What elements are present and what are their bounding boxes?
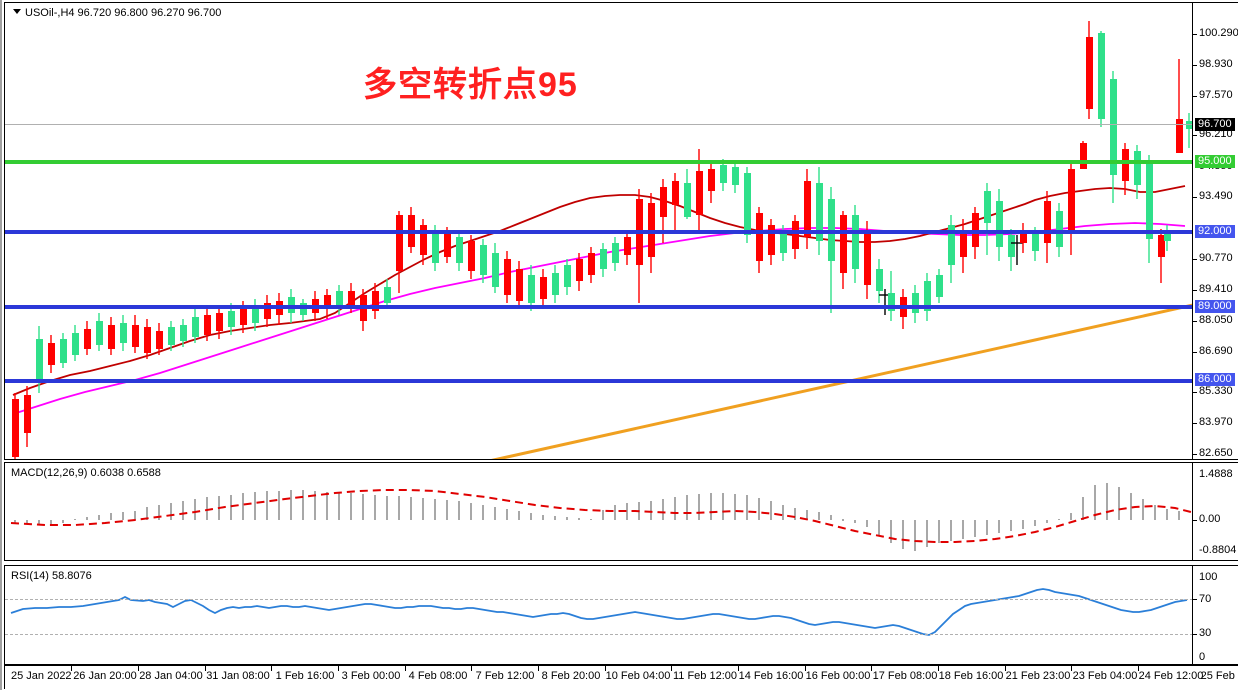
rsi-tick-label: 100 xyxy=(1199,571,1218,583)
rsi-plot-area[interactable] xyxy=(5,566,1193,664)
rsi-tick-label: 70 xyxy=(1199,593,1212,605)
time-tick-label: 16 Feb 00:00 xyxy=(805,670,871,682)
price-tick-label: 93.490 xyxy=(1199,190,1233,202)
price-tick-label: 96.210 xyxy=(1199,128,1233,140)
time-tick-label: 25 Jan 2022 xyxy=(11,670,72,682)
price-tick-label: 88.050 xyxy=(1199,314,1233,326)
macd-tick-label: -0.8804 xyxy=(1199,544,1237,556)
price-chip-95[interactable]: 95.000 xyxy=(1195,155,1235,168)
level-line-95[interactable] xyxy=(5,160,1193,164)
rsi-series xyxy=(10,588,1188,636)
rsi-tick-label: 0 xyxy=(1199,651,1206,663)
rsi-label: RSI(14) 58.8076 xyxy=(11,570,92,582)
price-plot-area[interactable]: 多空转折点95 xyxy=(5,3,1193,459)
macd-label: MACD(12,26,9) 0.6038 0.6588 xyxy=(11,467,161,479)
time-tick-label: 25 Feb 20:00 xyxy=(1200,670,1238,682)
ma-slow-magenta xyxy=(12,222,1186,415)
price-tick-label: 97.570 xyxy=(1199,89,1233,101)
time-tick-label: 7 Feb 12:00 xyxy=(475,670,535,682)
time-tick-label: 1 Feb 16:00 xyxy=(275,670,335,682)
time-tick-label: 31 Jan 08:00 xyxy=(206,670,270,682)
symbol-header[interactable]: USOil-,H4 96.720 96.800 96.270 96.700 xyxy=(13,7,221,19)
time-tick-label: 8 Feb 20:00 xyxy=(541,670,601,682)
macd-tick-label: 1.4888 xyxy=(1199,468,1233,480)
time-tick-label: 10 Feb 04:00 xyxy=(605,670,671,682)
price-tick-label: 98.930 xyxy=(1199,58,1233,70)
time-tick-label: 3 Feb 00:00 xyxy=(341,670,401,682)
time-tick-label: 26 Jan 20:00 xyxy=(73,670,137,682)
price-chip-current[interactable]: 96.700 xyxy=(1195,118,1235,131)
macd-signal-line xyxy=(10,489,1192,543)
time-tick-label: 28 Jan 04:00 xyxy=(139,670,203,682)
price-chart-panel[interactable]: USOil-,H4 96.720 96.800 96.270 96.700 xyxy=(4,2,1238,460)
current-price-line xyxy=(5,124,1193,125)
rsi-panel[interactable]: RSI(14) 58.8076 100 70 30 0 xyxy=(4,565,1238,665)
time-tick-label: 18 Feb 16:00 xyxy=(938,670,1004,682)
macd-plot-area[interactable] xyxy=(5,463,1193,560)
time-axis[interactable]: 25 Jan 2022 26 Jan 20:00 28 Jan 04:00 31… xyxy=(4,665,1238,689)
macd-histogram xyxy=(14,483,1180,551)
time-tick-label: 21 Feb 23:00 xyxy=(1005,670,1071,682)
rsi-guide-30 xyxy=(5,634,1193,635)
price-chip-92[interactable]: 92.000 xyxy=(1195,225,1235,238)
macd-tick-label: 0.00 xyxy=(1199,513,1221,525)
level-line-89[interactable] xyxy=(5,305,1193,309)
macd-series xyxy=(10,483,1192,551)
rsi-tick-label: 30 xyxy=(1199,627,1212,639)
price-tick-label: 82.650 xyxy=(1199,447,1233,459)
level-line-92[interactable] xyxy=(5,230,1193,234)
rsi-line xyxy=(10,588,1188,636)
time-tick-label: 4 Feb 08:00 xyxy=(408,670,468,682)
level-line-86[interactable] xyxy=(5,379,1193,383)
price-tick-label: 100.290 xyxy=(1199,27,1238,39)
time-tick-label: 23 Feb 04:00 xyxy=(1072,670,1138,682)
rsi-guide-70 xyxy=(5,599,1193,600)
macd-axis[interactable]: 1.4888 0.00 -0.8804 xyxy=(1192,463,1238,560)
price-chip-86[interactable]: 86.000 xyxy=(1195,373,1235,386)
price-tick-label: 86.690 xyxy=(1199,345,1233,357)
candle-group xyxy=(12,21,1193,459)
chevron-down-icon[interactable] xyxy=(13,9,21,14)
trendline-orange xyxy=(491,303,1193,459)
time-tick-label: 14 Feb 16:00 xyxy=(738,670,804,682)
time-tick-label: 24 Feb 12:00 xyxy=(1138,670,1204,682)
price-tick-label: 89.410 xyxy=(1199,283,1233,295)
price-tick-label: 85.330 xyxy=(1199,385,1233,397)
symbol-ohlc-text: USOil-,H4 96.720 96.800 96.270 96.700 xyxy=(25,7,222,19)
price-tick-label: 90.770 xyxy=(1199,252,1233,264)
macd-panel[interactable]: MACD(12,26,9) 0.6038 0.6588 xyxy=(4,462,1238,561)
time-tick-label: 11 Feb 12:00 xyxy=(672,670,738,682)
time-tick-label: 17 Feb 08:00 xyxy=(872,670,938,682)
chart-annotation-text: 多空转折点95 xyxy=(363,66,578,104)
price-axis[interactable]: 100.290 98.930 97.570 96.210 94.850 93.4… xyxy=(1192,3,1238,459)
price-chip-89[interactable]: 89.000 xyxy=(1195,300,1235,313)
rsi-axis[interactable]: 100 70 30 0 xyxy=(1192,566,1238,664)
ma-fast-darkred xyxy=(12,185,1186,396)
price-tick-label: 83.970 xyxy=(1199,416,1233,428)
